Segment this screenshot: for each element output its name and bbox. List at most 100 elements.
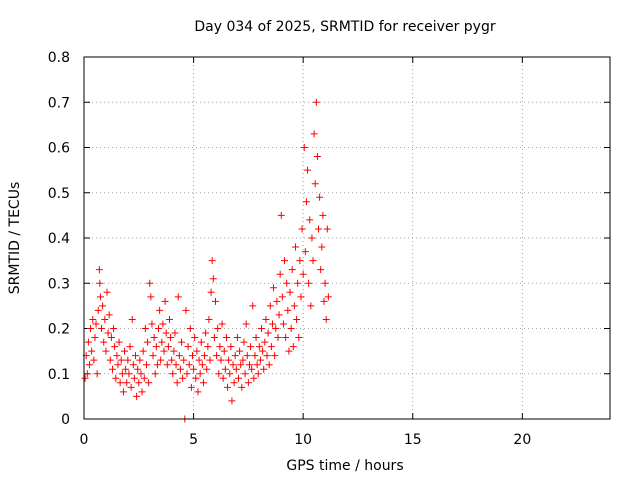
data-point	[142, 361, 150, 369]
data-point	[245, 361, 253, 369]
data-point	[81, 374, 89, 382]
chart-title: Day 034 of 2025, SRMTID for receiver pyg…	[194, 19, 495, 35]
data-point	[266, 302, 274, 310]
data-point	[96, 293, 104, 301]
y-tick-label: 0.7	[48, 95, 70, 111]
data-point	[175, 352, 183, 360]
data-point	[118, 370, 126, 378]
data-point	[212, 297, 219, 305]
y-tick-label: 0.8	[48, 50, 70, 66]
data-point	[147, 293, 155, 301]
data-point	[188, 352, 196, 360]
data-point	[190, 365, 198, 373]
data-point	[146, 279, 154, 287]
data-point	[90, 356, 98, 364]
data-point	[179, 374, 187, 382]
data-point	[215, 370, 223, 378]
data-point	[187, 383, 195, 391]
data-point	[213, 352, 221, 360]
data-point	[174, 293, 182, 301]
data-point	[84, 338, 92, 346]
data-point	[302, 198, 310, 206]
data-point	[296, 257, 304, 265]
data-point	[283, 279, 291, 287]
data-point	[151, 370, 159, 378]
data-point	[107, 334, 115, 342]
data-point	[117, 356, 125, 364]
data-point	[165, 315, 173, 323]
data-point	[182, 306, 190, 314]
data-point	[247, 343, 255, 351]
data-point	[209, 275, 217, 283]
data-point	[288, 266, 296, 274]
data-point	[306, 216, 314, 224]
data-point	[214, 325, 222, 332]
data-point	[92, 320, 100, 328]
data-point	[221, 365, 229, 373]
data-point	[240, 338, 248, 346]
data-point	[208, 257, 216, 265]
data-point	[255, 343, 263, 351]
data-point	[148, 320, 156, 328]
data-point	[268, 320, 276, 328]
data-point	[112, 374, 120, 382]
data-point	[193, 347, 201, 355]
data-point	[96, 279, 104, 287]
data-point	[279, 320, 287, 328]
data-point	[206, 356, 214, 364]
data-point	[229, 361, 237, 369]
data-point	[171, 329, 179, 337]
y-tick-label: 0.6	[48, 141, 70, 157]
data-point	[129, 361, 137, 369]
data-point	[275, 311, 283, 319]
data-point	[277, 211, 285, 219]
y-tick-label: 0.3	[48, 276, 70, 292]
data-point	[160, 347, 168, 355]
data-point	[199, 379, 207, 387]
data-point	[313, 153, 321, 161]
data-point	[248, 365, 256, 373]
data-point	[138, 388, 146, 396]
data-point	[106, 356, 114, 364]
data-point	[152, 343, 160, 351]
data-point	[256, 356, 264, 364]
data-point	[191, 334, 199, 342]
data-point	[159, 320, 167, 328]
x-axis-label: GPS time / hours	[286, 458, 403, 474]
data-point	[319, 211, 327, 219]
data-point	[244, 379, 252, 387]
data-point	[272, 325, 280, 332]
data-point	[103, 288, 111, 296]
data-point	[300, 144, 308, 151]
data-point	[218, 320, 226, 328]
data-point	[295, 334, 303, 342]
data-point	[311, 180, 319, 188]
data-point	[239, 356, 247, 364]
data-point	[318, 243, 326, 251]
data-point	[297, 293, 305, 301]
data-point	[158, 338, 166, 346]
data-point	[136, 356, 144, 364]
data-point	[271, 352, 279, 360]
data-point	[253, 361, 261, 369]
data-point	[322, 315, 330, 323]
data-point	[290, 302, 298, 310]
data-point	[243, 352, 251, 360]
x-tick-label: 20	[513, 432, 531, 448]
y-tick-label: 0.2	[48, 322, 70, 338]
data-point	[233, 334, 241, 342]
data-point	[203, 365, 211, 373]
data-point	[180, 356, 188, 364]
data-point	[278, 293, 286, 301]
data-point	[310, 130, 318, 138]
plot-frame	[83, 56, 611, 420]
data-point	[236, 347, 244, 355]
data-point	[162, 329, 170, 337]
y-tick-label: 0	[61, 412, 70, 428]
data-point	[125, 370, 133, 378]
x-tick-label: 10	[294, 432, 312, 448]
data-point	[270, 284, 278, 292]
data-point	[298, 225, 306, 233]
data-point	[222, 334, 230, 342]
data-point	[98, 325, 106, 332]
